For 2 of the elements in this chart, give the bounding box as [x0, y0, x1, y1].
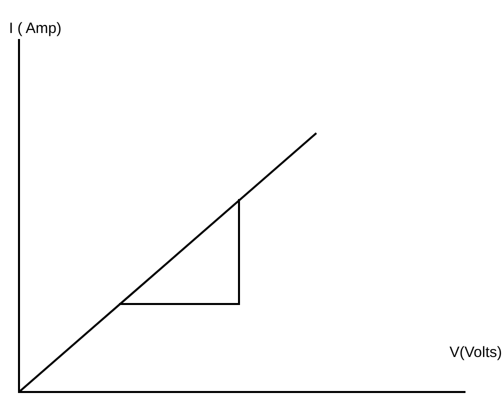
- text: I ( Amp): [9, 20, 62, 37]
- x-axis-title: V(Volts): [449, 344, 502, 361]
